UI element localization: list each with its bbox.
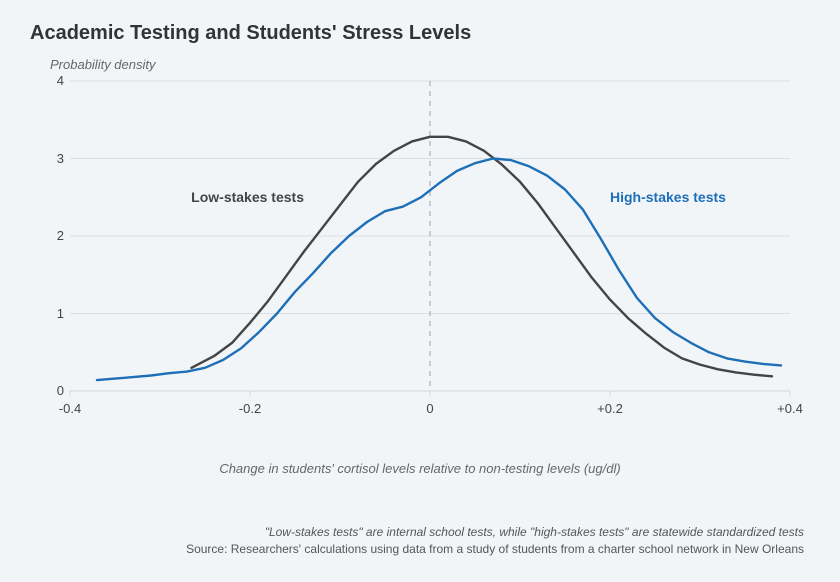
x-tick-label: 0 xyxy=(426,401,433,416)
x-tick-label: +0.4 xyxy=(777,401,803,416)
footnote-definition: "Low-stakes tests" are internal school t… xyxy=(30,524,804,541)
chart-svg xyxy=(30,53,810,453)
y-axis-label: Probability density xyxy=(50,57,156,72)
series-label: Low-stakes tests xyxy=(191,189,304,205)
chart-area: Probability density 0 1 2 3 4 -0.4 -0.2 0 +0.2 +0… xyxy=(30,53,810,453)
x-axis-label: Change in students' cortisol levels rela… xyxy=(30,461,810,476)
footnote: "Low-stakes tests" are internal school t… xyxy=(30,524,810,558)
y-tick-label: 4 xyxy=(44,73,64,88)
y-tick-label: 3 xyxy=(44,151,64,166)
chart-title: Academic Testing and Students' Stress Le… xyxy=(30,22,810,45)
y-tick-label: 2 xyxy=(44,228,64,243)
x-tick-label: -0.4 xyxy=(59,401,81,416)
series-label: High-stakes tests xyxy=(610,189,726,205)
y-tick-label: 0 xyxy=(44,383,64,398)
y-tick-label: 1 xyxy=(44,306,64,321)
x-tick-label: -0.2 xyxy=(239,401,261,416)
x-tick-label: +0.2 xyxy=(597,401,623,416)
footnote-source: Source: Researchers' calculations using … xyxy=(30,541,804,558)
